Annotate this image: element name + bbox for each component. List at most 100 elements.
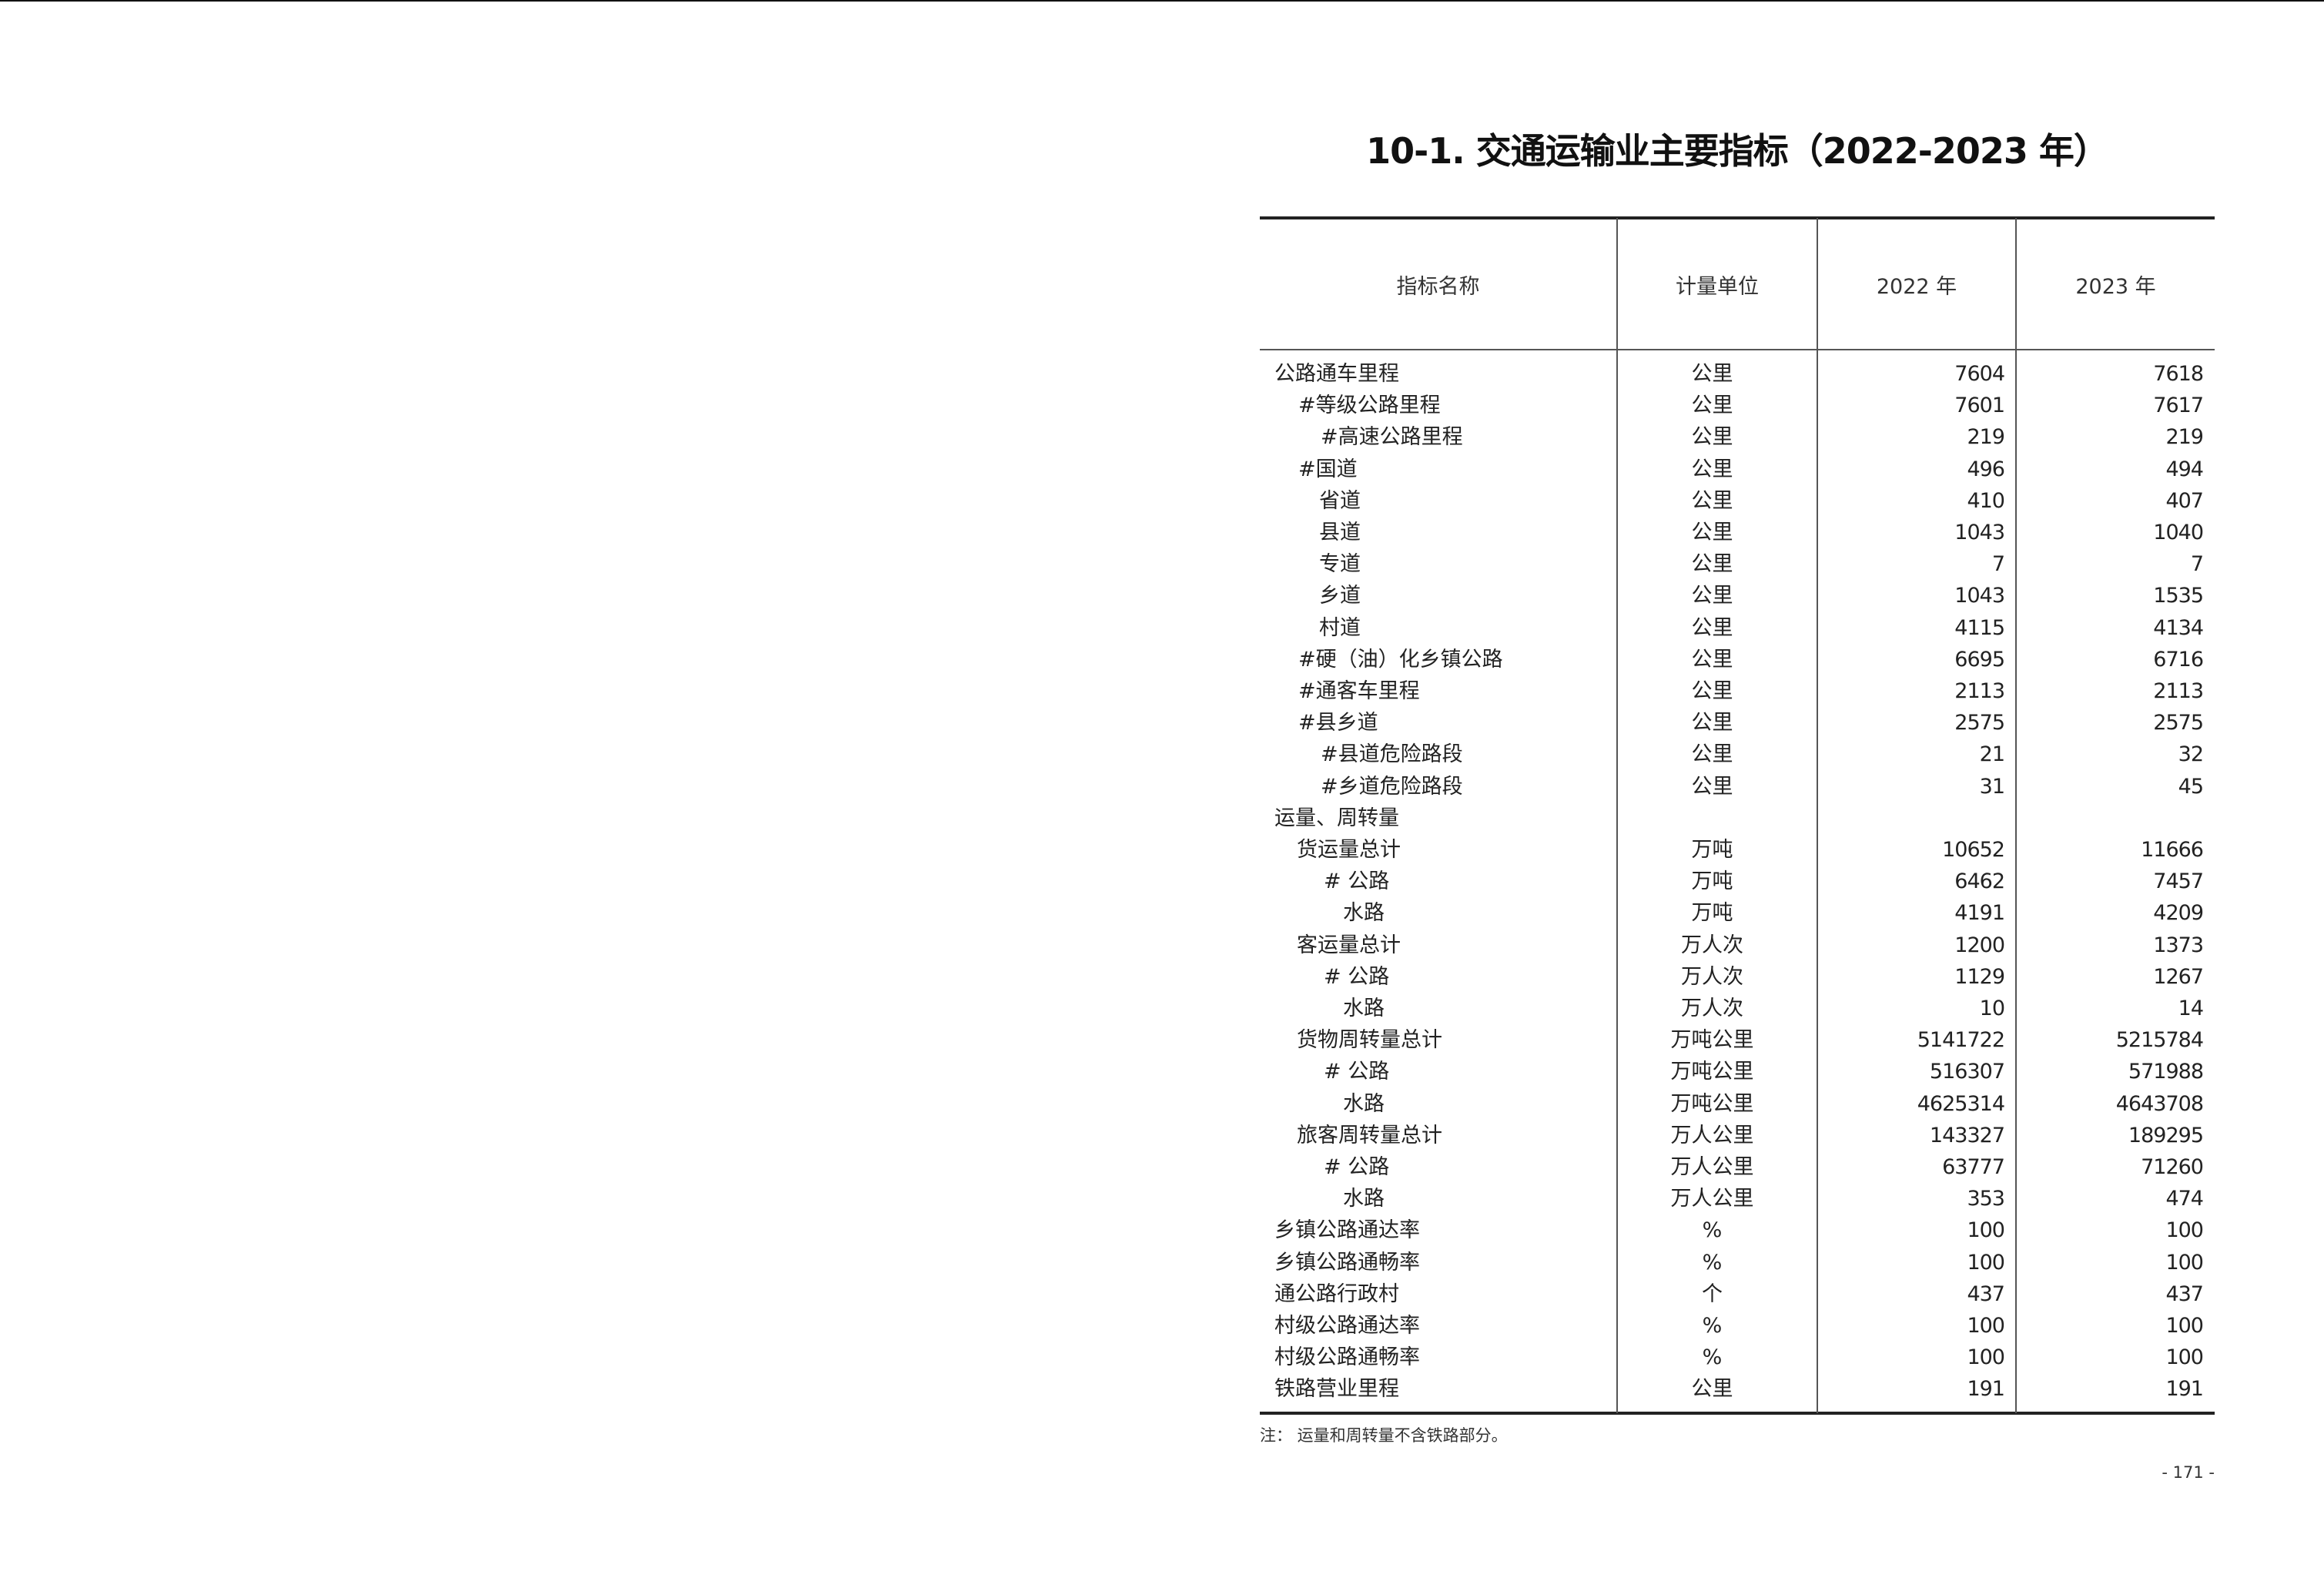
value-2023: 100 [2165, 1345, 2204, 1370]
value-2023: 189295 [2128, 1123, 2204, 1147]
unit-cell: % [1702, 1218, 1723, 1243]
value-2023: 191 [2165, 1377, 2204, 1402]
unit-cell: 公里 [1691, 394, 1733, 418]
value-2023: 2575 [2153, 711, 2204, 735]
indicator-name: #通客车里程 [1298, 679, 1420, 703]
table-bottom-rule [1260, 1412, 2215, 1415]
header-indicator-name: 指标名称 [1396, 275, 1480, 299]
unit-cell: % [1702, 1250, 1723, 1275]
unit-cell: 万吨公里 [1670, 1028, 1754, 1053]
header-unit: 计量单位 [1676, 275, 1759, 299]
value-2022: 2113 [1954, 679, 2005, 703]
value-2023: 4209 [2153, 901, 2204, 926]
unit-cell: 公里 [1691, 362, 1733, 386]
value-2022: 100 [1967, 1314, 2005, 1338]
unit-cell: 公里 [1691, 552, 1733, 577]
value-2022: 353 [1967, 1187, 2005, 1211]
value-2022: 5141722 [1917, 1028, 2005, 1053]
value-2022: 31 [1979, 774, 2005, 799]
table-title: 10-1. 交通运输业主要指标（2022-2023 年） [1366, 130, 2109, 172]
unit-cell: 万吨公里 [1670, 1060, 1754, 1084]
value-2022: 6462 [1954, 869, 2005, 894]
unit-cell: % [1702, 1345, 1723, 1370]
unit-cell: 万吨 [1691, 838, 1733, 862]
value-2022: 437 [1967, 1281, 2005, 1306]
unit-cell: 公里 [1691, 679, 1733, 703]
page-number: - 171 - [2162, 1463, 2215, 1482]
value-2022: 496 [1967, 457, 2005, 481]
indicator-name: 县道 [1319, 521, 1361, 544]
unit-cell: 公里 [1691, 1377, 1733, 1402]
unit-cell: 公里 [1691, 425, 1733, 450]
value-2022: 7 [1991, 552, 2005, 577]
value-2023: 14 [2178, 997, 2204, 1020]
page-top-border [0, 0, 2324, 2]
column-divider [2015, 218, 2017, 1413]
indicator-name: #国道 [1298, 457, 1358, 481]
indicator-name: #县乡道 [1298, 711, 1378, 735]
value-2023: 4134 [2153, 615, 2204, 640]
unit-cell: 万吨 [1691, 901, 1733, 926]
value-2022: 10652 [1942, 838, 2005, 862]
value-2023: 407 [2165, 488, 2204, 513]
value-2023: 1535 [2153, 584, 2204, 608]
indicator-name: 乡镇公路通达率 [1274, 1218, 1420, 1243]
value-2023: 571988 [2128, 1060, 2204, 1084]
indicator-name: 货运量总计 [1297, 838, 1401, 862]
unit-cell: 万吨 [1691, 869, 1733, 894]
value-2022: 100 [1967, 1218, 2005, 1243]
value-2022: 10 [1979, 997, 2005, 1020]
indicator-name: 水路 [1343, 1091, 1385, 1116]
value-2023 [2017, 802, 2203, 834]
indicator-name: 村级公路通畅率 [1274, 1345, 1420, 1370]
unit-cell: 公里 [1691, 711, 1733, 735]
indicator-name: # 公路 [1324, 1155, 1390, 1179]
value-2022: 1043 [1954, 584, 2005, 608]
value-2022: 100 [1967, 1345, 2005, 1370]
value-2023: 6716 [2153, 647, 2204, 672]
indicator-name: # 公路 [1324, 1060, 1390, 1084]
unit-cell: 万人公里 [1670, 1155, 1754, 1179]
value-2022: 7604 [1954, 362, 2005, 386]
indicator-name: #县道危险路段 [1321, 742, 1463, 767]
unit-cell: 公里 [1691, 457, 1733, 481]
value-2023: 437 [2165, 1281, 2204, 1306]
value-2023: 1040 [2153, 521, 2204, 544]
unit-cell: 万人公里 [1670, 1123, 1754, 1147]
value-2023: 7618 [2153, 362, 2204, 386]
unit-cell: 公里 [1691, 584, 1733, 608]
indicator-name: # 公路 [1324, 869, 1390, 894]
indicator-name: 水路 [1343, 901, 1385, 926]
unit-cell: 公里 [1691, 742, 1733, 767]
value-2022: 1043 [1954, 521, 2005, 544]
value-2023: 32 [2178, 742, 2204, 767]
value-2022: 6695 [1954, 647, 2005, 672]
value-2022: 410 [1967, 488, 2005, 513]
unit-cell: % [1702, 1314, 1723, 1338]
value-2022: 7601 [1954, 394, 2005, 418]
indicator-name: 水路 [1343, 1187, 1385, 1211]
value-2023: 7457 [2153, 869, 2204, 894]
value-2022: 21 [1979, 742, 2005, 767]
unit-cell: 万人公里 [1670, 1187, 1754, 1211]
value-2022: 1129 [1954, 964, 2005, 989]
unit-cell: 公里 [1691, 488, 1733, 513]
value-2022: 516307 [1929, 1060, 2005, 1084]
indicator-name: 运量、周转量 [1274, 806, 1399, 830]
value-2023: 7617 [2153, 394, 2204, 418]
value-2023: 2113 [2153, 679, 2204, 703]
value-2023: 100 [2165, 1250, 2204, 1275]
indicator-name: 铁路营业里程 [1274, 1377, 1399, 1402]
indicator-name: 通公路行政村 [1274, 1281, 1399, 1306]
unit-cell: 公里 [1691, 615, 1733, 640]
indicator-name: # 公路 [1324, 964, 1390, 989]
unit-cell: 万吨公里 [1670, 1091, 1754, 1116]
value-2023: 45 [2178, 774, 2204, 799]
value-2023: 100 [2165, 1218, 2204, 1243]
header-rule [1260, 349, 2215, 350]
value-2023: 1373 [2153, 933, 2204, 957]
value-2023: 5215784 [2115, 1028, 2204, 1053]
header-2022: 2022 年 [1876, 275, 1957, 299]
indicator-name: 货物周转量总计 [1297, 1028, 1442, 1053]
unit-cell: 公里 [1691, 521, 1733, 544]
